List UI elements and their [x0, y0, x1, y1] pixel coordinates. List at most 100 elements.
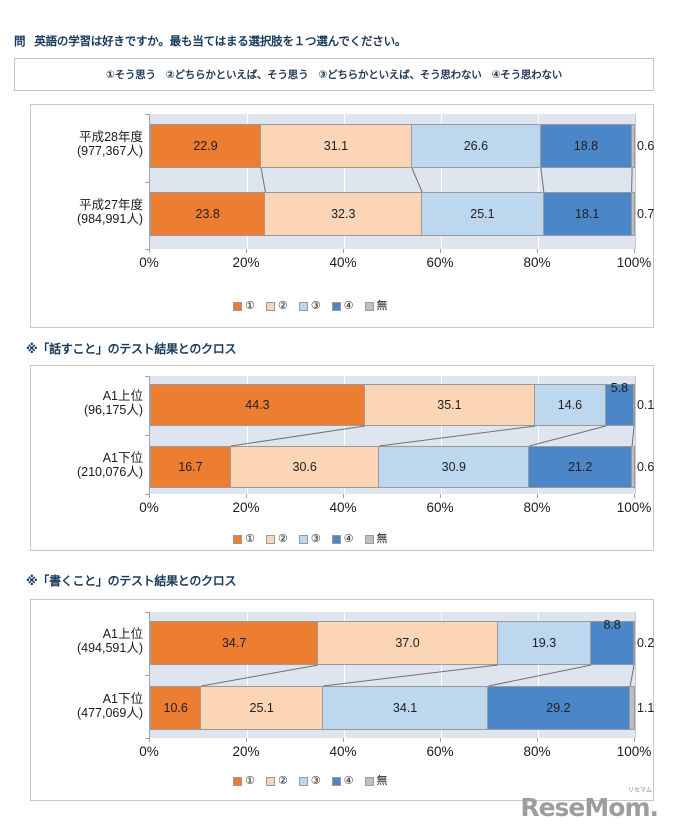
- legend-swatch-icon: [233, 777, 242, 786]
- axis-tick: [246, 249, 247, 253]
- legend-swatch-icon: [298, 535, 308, 544]
- legend-item-④[interactable]: ④: [331, 534, 354, 545]
- legend-item-④[interactable]: ④: [331, 776, 354, 787]
- axis-tick: [440, 249, 441, 253]
- bar-value-label: 1.1: [637, 700, 655, 715]
- category-label: A1下位 (477,069人): [31, 692, 143, 721]
- plot-area: 22.9 31.1 26.6 18.8 0.6 23.8 32.3 25.1 18.1 0.7: [149, 114, 654, 249]
- axis-tick: [537, 494, 538, 498]
- chart-panel-speaking: 44.3 35.1 14.6 5.8 0.1 16.7 30.6 30.9 21.2 0.6 A1上…: [30, 365, 654, 551]
- bar-segment-③: 30.9: [379, 446, 530, 488]
- gridline: [635, 376, 636, 494]
- bar-segment-②: 32.3: [265, 192, 423, 236]
- gridline: [344, 114, 345, 249]
- legend-item-①[interactable]: ①: [233, 534, 255, 545]
- legend-swatch-icon: [364, 535, 374, 544]
- bar-segment-④: 18.8: [540, 124, 633, 168]
- legend-item-④[interactable]: ④: [331, 300, 354, 312]
- axis-tick-label: 0%: [139, 500, 159, 515]
- answer-option-1: ①そう思う: [105, 69, 156, 81]
- bar-segment-②: 37.0: [318, 621, 498, 665]
- bar-row: 44.3 35.1 14.6 5.8 0.1: [150, 381, 654, 426]
- bar-value-label: 19.3: [531, 635, 557, 650]
- legend-item-②[interactable]: ②: [265, 776, 288, 787]
- bar-value-label: 34.1: [392, 700, 418, 715]
- bar-value-label: 21.2: [567, 459, 593, 474]
- gridline: [635, 114, 636, 249]
- axis-tick: [149, 738, 150, 742]
- answer-options-list: ①そう思う ②どちらかといえば、そう思う ③どちらかといえば、そう思わない ④そう思わ…: [106, 67, 562, 82]
- bar-segment-②: 25.1: [201, 686, 323, 730]
- axis-tick: [634, 249, 635, 253]
- axis-tick-label: 60%: [426, 500, 454, 515]
- legend-item-③[interactable]: ③: [298, 775, 321, 787]
- legend-label: ④: [343, 300, 354, 312]
- legend-item-②[interactable]: ②: [265, 301, 288, 312]
- legend-swatch-icon: [265, 777, 275, 786]
- legend-swatch-icon: [298, 302, 308, 311]
- bar-value-label: 18.8: [573, 138, 599, 153]
- bar-value-label: 23.8: [195, 206, 220, 221]
- legend-item-②[interactable]: ②: [265, 534, 288, 545]
- legend-item-③[interactable]: ③: [298, 534, 321, 545]
- bar-segment-④: 21.2: [529, 446, 633, 488]
- axis-tick: [537, 249, 538, 253]
- legend-item-無[interactable]: 無: [364, 776, 388, 787]
- bar-row: 23.8 32.3 25.1 18.1 0.7: [150, 192, 654, 236]
- legend-item-①[interactable]: ①: [233, 776, 255, 787]
- bar-value-label: 10.6: [163, 700, 188, 715]
- axis-tick: [149, 494, 150, 498]
- bar-row: 16.7 30.6 30.9 21.2 0.6: [150, 446, 654, 488]
- axis-tick-label: 40%: [329, 744, 357, 759]
- legend-swatch-icon: [265, 535, 275, 544]
- axis-tick-label: 80%: [523, 255, 551, 270]
- bar-segment-②: 35.1: [364, 384, 536, 426]
- axis-tick-label: 40%: [329, 500, 357, 515]
- legend-swatch-icon: [364, 302, 374, 311]
- category-label-name: A1上位: [102, 627, 143, 641]
- chart-legend: ① ② ③ ④ 無: [233, 534, 395, 545]
- bar-value-label: 44.3: [245, 397, 270, 412]
- axis-tick-label: 0%: [139, 744, 159, 759]
- bar-value-label: 30.6: [292, 459, 317, 474]
- answer-option-2: ②どちらかといえば、そう思う: [165, 69, 309, 81]
- bar-value-label: 0.6: [636, 138, 655, 153]
- legend-label: 無: [376, 533, 388, 545]
- bar-value-label: 5.8: [610, 381, 629, 395]
- legend-swatch-icon: [233, 535, 242, 544]
- legend-label: 無: [376, 300, 388, 312]
- axis-tick-label: 60%: [426, 255, 454, 270]
- bar-value-label: 16.7: [178, 459, 203, 474]
- legend-item-無[interactable]: 無: [364, 300, 388, 312]
- category-label: 平成27年度 (984,991人): [31, 198, 143, 227]
- bar-segment-③: 34.1: [322, 686, 489, 730]
- gridline: [441, 114, 442, 249]
- legend-item-③[interactable]: ③: [298, 300, 321, 312]
- resemom-logo-text: ReseMom.: [520, 793, 659, 822]
- chart-speaking: 44.3 35.1 14.6 5.8 0.1 16.7 30.6 30.9 21.2 0.6 A1上…: [31, 366, 654, 550]
- answer-options-box: ①そう思う ②どちらかといえば、そう思う ③どちらかといえば、そう思わない ④そう思わ…: [14, 58, 654, 91]
- axis-tick-label: 80%: [523, 744, 551, 759]
- legend-swatch-icon: [331, 302, 341, 311]
- category-label: A1上位 (96,175人): [31, 389, 143, 418]
- legend-label: ③: [310, 300, 321, 312]
- legend-item-①[interactable]: ①: [233, 301, 255, 312]
- section-title-writing: ※「書くこと」のテスト結果とのクロス: [26, 574, 237, 588]
- bar-segment-無: 0.6: [632, 446, 654, 488]
- bar-value-label: 26.6: [463, 138, 489, 153]
- bar-value-label: 8.8: [603, 618, 621, 632]
- category-label: A1上位 (494,591人): [31, 627, 143, 656]
- answer-option-3: ③どちらかといえば、そう思わない: [318, 69, 482, 81]
- chart-panel-overall: 22.9 31.1 26.6 18.8 0.6 23.8 32.3 25.1 18.1 0.7 平成…: [30, 104, 654, 328]
- bar-value-label: 37.0: [395, 635, 420, 650]
- bar-value-label: 25.1: [470, 206, 495, 221]
- legend-item-無[interactable]: 無: [364, 533, 388, 545]
- bar-segment-④: 8.8: [591, 618, 634, 665]
- legend-label: ③: [310, 775, 321, 787]
- category-label-count: (477,069人): [76, 706, 143, 721]
- category-label-count: (494,591人): [76, 641, 143, 656]
- category-label-name: A1下位: [102, 692, 143, 706]
- axis-tick-label: 20%: [232, 500, 260, 515]
- bar-segment-③: 25.1: [422, 192, 544, 236]
- axis-tick: [634, 494, 635, 498]
